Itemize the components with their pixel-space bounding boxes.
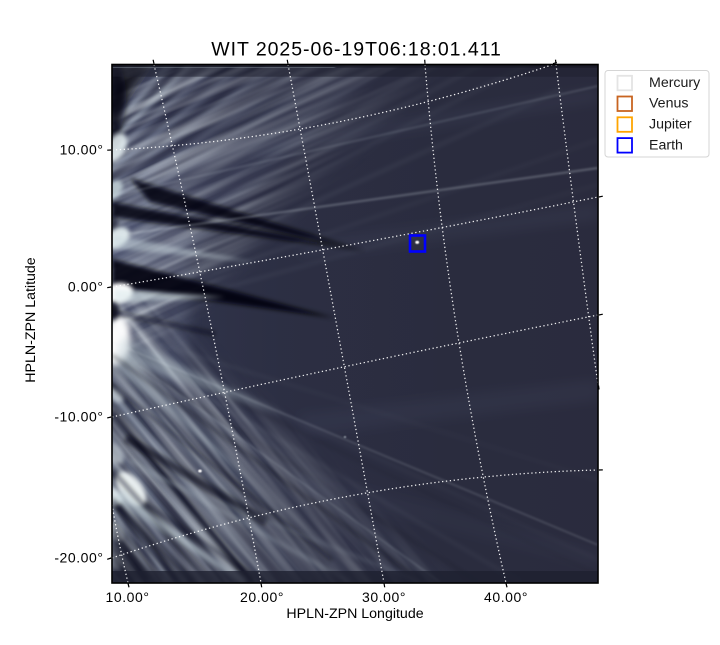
svg-text:0.00°: 0.00° (68, 278, 104, 294)
svg-text:20.00°: 20.00° (240, 589, 284, 605)
svg-text:-20.00°: -20.00° (54, 549, 103, 565)
svg-text:WIT 2025-06-19T06:18:01.411: WIT 2025-06-19T06:18:01.411 (211, 38, 502, 60)
svg-text:40.00°: 40.00° (484, 589, 528, 605)
svg-text:30.00°: 30.00° (362, 589, 406, 605)
svg-text:HPLN-ZPN Latitude: HPLN-ZPN Latitude (23, 257, 39, 382)
svg-text:Mercury: Mercury (649, 75, 701, 91)
svg-text:10.00°: 10.00° (60, 141, 104, 157)
svg-text:Earth: Earth (649, 137, 683, 153)
svg-text:HPLN-ZPN Longitude: HPLN-ZPN Longitude (286, 606, 423, 622)
svg-text:10.00°: 10.00° (106, 589, 150, 605)
svg-text:-10.00°: -10.00° (54, 408, 103, 424)
svg-text:Venus: Venus (649, 96, 688, 112)
svg-text:Jupiter: Jupiter (649, 117, 692, 133)
